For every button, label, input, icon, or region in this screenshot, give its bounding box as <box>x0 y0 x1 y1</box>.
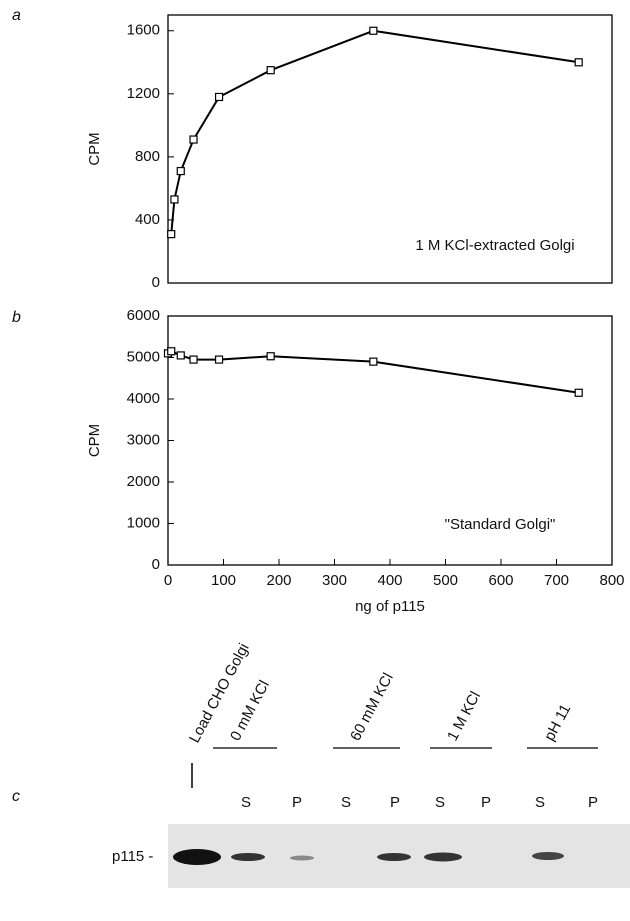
band-label: p115 - <box>112 848 153 865</box>
x-tick-label: 400 <box>377 572 402 589</box>
plot-frame <box>167 14 613 284</box>
group-label: 0 mM KCl <box>227 678 273 744</box>
y-axis-label: CPM <box>86 424 103 457</box>
x-axis-label: ng of p115 <box>355 598 425 615</box>
band <box>377 853 411 861</box>
data-point <box>167 230 176 239</box>
data-point <box>214 92 224 102</box>
y-tick-label: 400 <box>135 211 160 228</box>
band <box>290 855 314 861</box>
y-tick-label: 1000 <box>127 514 160 531</box>
lane-label: P <box>588 794 598 811</box>
data-point <box>574 58 583 67</box>
data-point <box>189 135 198 144</box>
y-tick-label: 2000 <box>127 473 160 490</box>
lane-label: P <box>481 794 491 811</box>
panel-label: a <box>12 7 21 24</box>
annotation: 1 M KCl-extracted Golgi <box>415 237 574 254</box>
data-point <box>574 388 583 397</box>
panel-label: b <box>12 309 21 326</box>
data-point <box>176 166 185 176</box>
lane-label: S <box>435 794 445 811</box>
data-point <box>266 352 275 361</box>
y-tick-label: 800 <box>135 148 160 165</box>
x-tick-label: 100 <box>211 572 236 589</box>
data-line <box>170 29 579 235</box>
data-point <box>176 351 185 360</box>
lane-label: P <box>390 794 400 811</box>
data-point <box>214 355 224 364</box>
x-tick-label: 200 <box>266 572 291 589</box>
y-tick-label: 6000 <box>127 307 160 324</box>
band <box>231 853 265 861</box>
y-tick-label: 4000 <box>127 390 160 407</box>
x-tick-label: 700 <box>544 572 569 589</box>
data-point <box>266 66 275 75</box>
x-tick-label: 0 <box>164 572 172 589</box>
data-point <box>170 195 179 204</box>
x-tick-label: 300 <box>322 572 347 589</box>
group-label: 1 M KCl <box>444 689 484 744</box>
annotation: "Standard Golgi" <box>445 516 556 533</box>
y-tick-label: 3000 <box>127 431 160 448</box>
x-tick-label: 500 <box>433 572 458 589</box>
y-tick-label: 0 <box>152 274 160 291</box>
y-tick-label: 1200 <box>127 85 160 102</box>
y-tick-label: 1600 <box>127 22 160 39</box>
panel-label: c <box>12 788 20 805</box>
data-point <box>369 357 378 366</box>
band <box>424 852 462 862</box>
data-point <box>189 355 198 364</box>
x-tick-label: 800 <box>599 572 624 589</box>
group-label: 60 mM KCl <box>347 670 397 743</box>
data-point <box>167 347 176 356</box>
lane-label: S <box>241 794 251 811</box>
lane-label: S <box>341 794 351 811</box>
y-axis-label: CPM <box>86 132 103 165</box>
y-tick-label: 0 <box>152 556 160 573</box>
x-tick-label: 600 <box>488 572 513 589</box>
y-tick-label: 5000 <box>127 348 160 365</box>
lane-label: P <box>292 794 302 811</box>
data-line <box>167 350 579 394</box>
lane-label: S <box>535 794 545 811</box>
group-label: pH 11 <box>541 701 574 743</box>
data-point <box>369 26 378 35</box>
band <box>173 849 221 865</box>
band <box>532 852 564 860</box>
